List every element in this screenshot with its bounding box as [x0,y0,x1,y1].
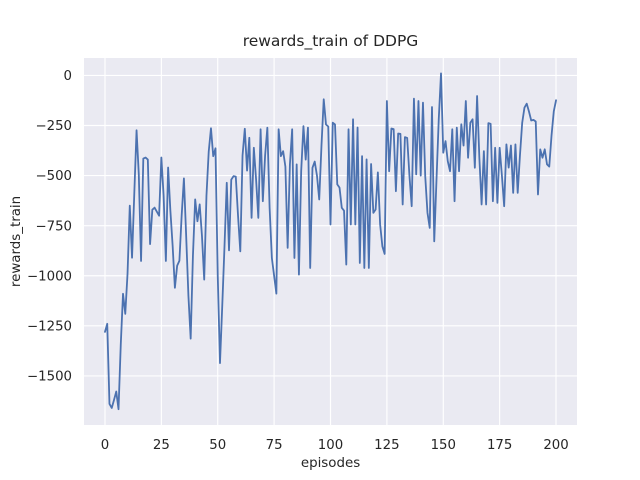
y-tick-label: 0 [64,69,72,84]
x-tick-label: 150 [431,438,456,453]
x-tick-label: 0 [101,438,109,453]
y-tick-label: −250 [35,119,72,134]
x-tick-label: 50 [209,438,226,453]
y-tick-label: −1500 [27,370,72,385]
x-tick-labels: 0 25 50 75 100 125 150 175 200 [101,438,569,453]
y-tick-label: −1250 [27,319,72,334]
x-tick-label: 175 [487,438,512,453]
x-tick-label: 100 [318,438,343,453]
data-series-layer [104,72,557,411]
chart-title: rewards_train of DDPG [243,32,419,51]
x-tick-label: 25 [153,438,170,453]
rewards-line [104,72,557,411]
y-tick-label: −500 [35,169,72,184]
x-tick-label: 75 [266,438,283,453]
y-tick-label: −750 [35,219,72,234]
y-axis-label: rewards_train [9,196,24,287]
y-tick-label: −1000 [27,269,72,284]
x-tick-label: 125 [374,438,399,453]
x-axis-label: episodes [301,456,360,471]
y-tick-labels: 0 −250 −500 −750 −1000 −1250 −1500 [27,69,72,384]
x-tick-label: 200 [543,438,568,453]
